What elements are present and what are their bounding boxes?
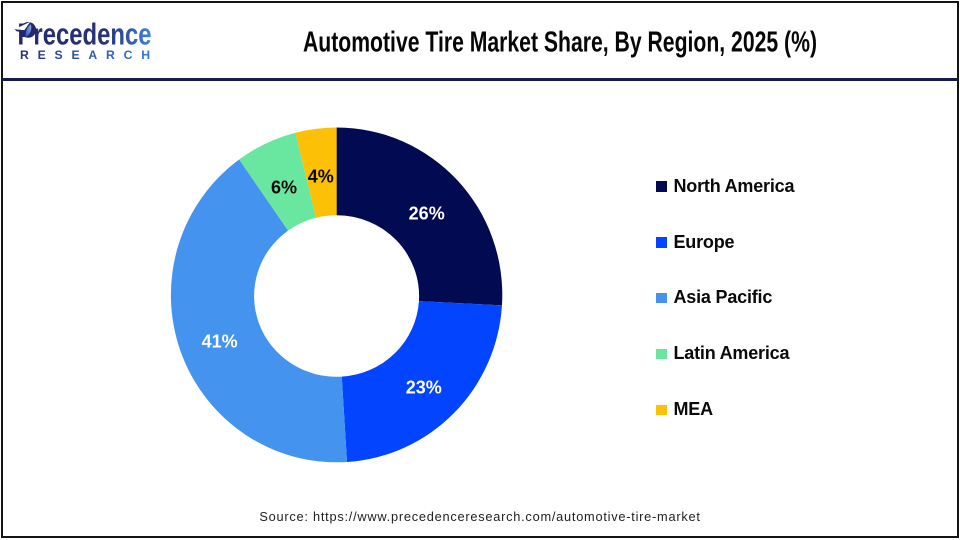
- svg-text:Precedence: Precedence: [18, 17, 152, 52]
- svg-text:Automotive Tire Market Share,: Automotive Tire Market Share, By Region,…: [303, 27, 817, 59]
